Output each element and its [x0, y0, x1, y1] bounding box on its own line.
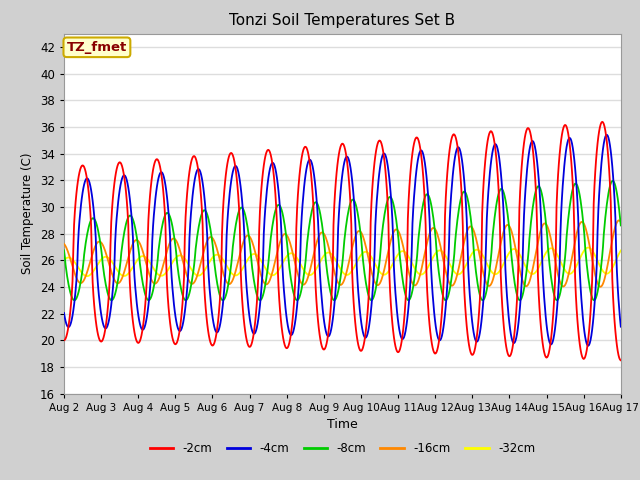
Y-axis label: Soil Temperature (C): Soil Temperature (C): [21, 153, 35, 275]
-8cm: [60, 248, 68, 253]
-8cm: [214, 281, 221, 287]
-4cm: [603, 132, 611, 138]
-16cm: [426, 229, 434, 235]
-16cm: [70, 269, 78, 275]
-2cm: [426, 329, 434, 335]
X-axis label: Time: Time: [327, 418, 358, 431]
-4cm: [214, 329, 221, 335]
-4cm: [584, 343, 592, 348]
-2cm: [127, 303, 135, 309]
Line: -2cm: -2cm: [64, 122, 621, 360]
-4cm: [184, 276, 192, 281]
-32cm: [584, 245, 592, 251]
Line: -32cm: -32cm: [64, 248, 621, 276]
-4cm: [70, 302, 78, 308]
-32cm: [428, 258, 435, 264]
-8cm: [609, 178, 617, 184]
Line: -4cm: -4cm: [64, 135, 621, 346]
-2cm: [214, 324, 221, 330]
-8cm: [428, 201, 435, 207]
-32cm: [185, 262, 193, 268]
-4cm: [410, 194, 418, 200]
-2cm: [184, 182, 192, 188]
-32cm: [617, 248, 625, 253]
-2cm: [598, 119, 606, 125]
-16cm: [184, 276, 192, 281]
-16cm: [617, 219, 625, 225]
-2cm: [60, 337, 68, 343]
-16cm: [410, 282, 418, 288]
-32cm: [83, 273, 91, 279]
-32cm: [411, 265, 419, 271]
-16cm: [60, 241, 68, 247]
Line: -16cm: -16cm: [64, 220, 621, 287]
-16cm: [214, 248, 221, 253]
-2cm: [617, 358, 625, 363]
-8cm: [411, 273, 419, 279]
-32cm: [128, 265, 136, 271]
-4cm: [617, 324, 625, 330]
-16cm: [127, 245, 135, 251]
Line: -8cm: -8cm: [64, 181, 621, 300]
Title: Tonzi Soil Temperatures Set B: Tonzi Soil Temperatures Set B: [229, 13, 456, 28]
-2cm: [410, 141, 418, 146]
-2cm: [70, 222, 78, 228]
-16cm: [616, 217, 623, 223]
-4cm: [127, 212, 135, 217]
-8cm: [70, 297, 78, 303]
-8cm: [617, 223, 625, 228]
-8cm: [184, 295, 192, 300]
-32cm: [214, 252, 222, 258]
Text: TZ_fmet: TZ_fmet: [67, 41, 127, 54]
-4cm: [60, 310, 68, 316]
-16cm: [597, 284, 605, 289]
-32cm: [70, 258, 78, 264]
-8cm: [127, 214, 135, 219]
-32cm: [60, 257, 68, 263]
Legend: -2cm, -4cm, -8cm, -16cm, -32cm: -2cm, -4cm, -8cm, -16cm, -32cm: [145, 437, 540, 460]
-4cm: [426, 237, 434, 242]
-8cm: [293, 298, 301, 303]
